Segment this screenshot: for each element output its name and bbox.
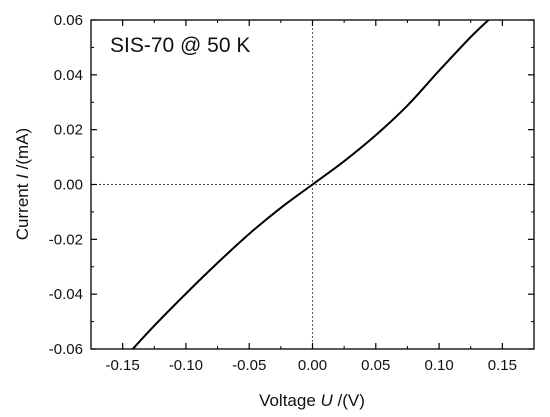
x-tick-label: -0.10 <box>169 357 203 374</box>
x-tick-label: 0.05 <box>361 357 390 374</box>
x-tick-label: -0.15 <box>106 357 140 374</box>
axis-ticks <box>91 19 534 350</box>
iv-curve-line <box>132 20 490 349</box>
x-tick-label: 0.00 <box>298 357 327 374</box>
x-axis-label: Voltage U /(V) <box>259 391 365 410</box>
y-axis-label: Current I /(mA) <box>13 128 32 240</box>
y-tick-label: -0.04 <box>49 286 83 303</box>
sample-annotation: SIS-70 @ 50 K <box>110 34 250 57</box>
y-tick-labels: -0.06 -0.04 -0.02 0.00 0.02 0.04 0.06 <box>49 12 83 358</box>
x-tick-label: 0.10 <box>424 357 453 374</box>
y-tick-label: 0.02 <box>54 122 83 139</box>
y-tick-label: 0.06 <box>54 12 83 29</box>
y-tick-label: -0.06 <box>49 341 83 358</box>
y-tick-label: 0.04 <box>54 67 83 84</box>
x-tick-labels: -0.15 -0.10 -0.05 0.00 0.05 0.10 0.15 <box>106 357 517 374</box>
x-tick-label: -0.05 <box>232 357 266 374</box>
y-tick-label: 0.00 <box>54 177 83 194</box>
series-layer <box>132 20 490 349</box>
y-tick-label: -0.02 <box>49 231 83 248</box>
x-tick-label: 0.15 <box>488 357 517 374</box>
